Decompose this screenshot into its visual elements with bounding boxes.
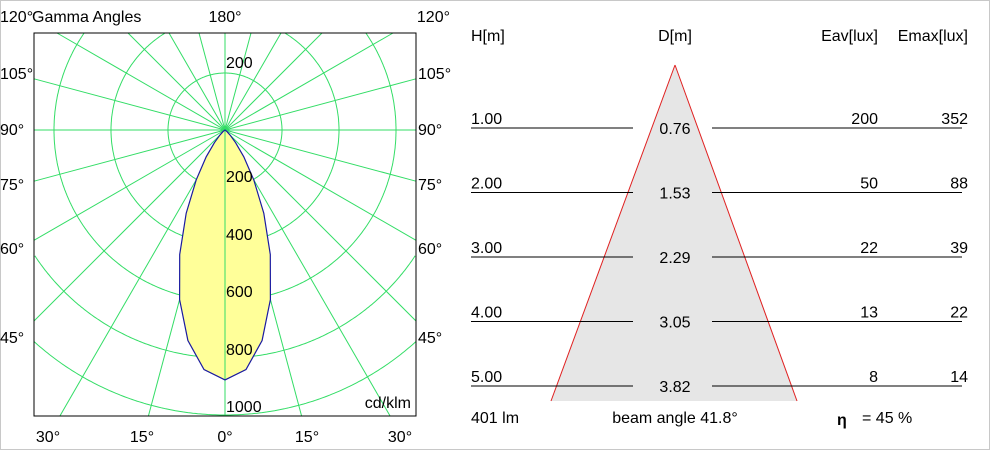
angle-label-left: 90° <box>0 122 24 139</box>
eta-symbol: η <box>837 412 847 429</box>
radial-tick: 400 <box>226 227 253 244</box>
angle-label-left: 75° <box>0 177 24 194</box>
angle-label-right: 45° <box>418 330 442 347</box>
row-eav: 22 <box>860 240 878 257</box>
header-d: D[m] <box>658 28 692 45</box>
grid-spoke <box>33 129 226 182</box>
grid-spoke <box>224 32 323 131</box>
row-eav: 13 <box>860 305 878 322</box>
intensity-curve-group <box>178 33 272 416</box>
grid-spoke <box>224 32 252 131</box>
unit-label: cd/klm <box>365 395 411 412</box>
row-eav: 8 <box>869 369 878 386</box>
grid-spoke <box>224 129 417 182</box>
angle-label-top-right: 120° <box>417 9 450 26</box>
angle-label-bottom: 15° <box>295 429 319 446</box>
grid-ring <box>110 32 340 245</box>
intensity-curve <box>178 129 272 381</box>
radial-tick: 600 <box>226 284 253 301</box>
grid-spoke <box>224 129 417 241</box>
header-emax: Emax[lux] <box>898 28 968 45</box>
angle-label-bottom: 30° <box>388 429 412 446</box>
row-eav: 50 <box>860 176 878 193</box>
row-emax: 88 <box>950 176 968 193</box>
angle-label-right: 90° <box>418 122 442 139</box>
header-eav: Eav[lux] <box>821 28 878 45</box>
angle-label-top-center: 180° <box>208 9 241 26</box>
angle-label-bottom: 0° <box>217 429 232 446</box>
beam-cone-fill <box>551 65 797 401</box>
row-emax: 14 <box>950 369 968 386</box>
grid-spoke <box>168 32 226 131</box>
grid-spoke <box>33 129 226 241</box>
grid-spoke <box>33 129 226 322</box>
radial-tick: 200 <box>226 169 253 186</box>
luminous-flux: 401 lm <box>471 410 519 427</box>
grid-spoke <box>127 32 226 131</box>
row-height: 5.00 <box>471 369 502 386</box>
angle-label-left: 45° <box>0 330 24 347</box>
angle-label-right: 60° <box>418 241 442 258</box>
grid-spoke <box>198 32 226 131</box>
row-emax: 352 <box>941 111 968 128</box>
row-height: 1.00 <box>471 111 502 128</box>
row-diameter: 0.76 <box>659 121 690 138</box>
row-height: 3.00 <box>471 240 502 257</box>
angle-label-left: 105° <box>0 66 33 83</box>
row-diameter: 2.29 <box>659 250 690 267</box>
beam-cone-edge-right <box>674 64 798 402</box>
row-diameter: 1.53 <box>659 186 690 203</box>
beam-cone-edge-left <box>550 64 676 402</box>
row-emax: 22 <box>950 305 968 322</box>
row-diameter: 3.82 <box>659 379 690 396</box>
efficiency: = 45 % <box>862 410 912 427</box>
grid-spoke <box>224 129 417 322</box>
grid-ring <box>53 32 397 302</box>
beam-angle: beam angle 41.8° <box>612 410 738 427</box>
grid-spoke <box>33 78 226 131</box>
angle-label-bottom: 15° <box>130 429 154 446</box>
radial-tick: 1000 <box>226 399 262 416</box>
angle-label-bottom: 30° <box>36 429 60 446</box>
grid-spoke <box>224 32 394 131</box>
row-diameter: 3.05 <box>659 315 690 332</box>
radial-tick-top: 200 <box>226 55 253 72</box>
grid-spoke <box>224 32 282 131</box>
cone-table: H[m] D[m] Eav[lux] Emax[lux] 1.00 0.76 200 352 2… <box>471 28 968 429</box>
radial-tick: 800 <box>226 342 253 359</box>
angle-label-top-left: 120° <box>0 9 33 26</box>
row-eav: 200 <box>851 111 878 128</box>
angle-label-right: 105° <box>418 66 451 83</box>
angle-label-right: 75° <box>418 177 442 194</box>
row-emax: 39 <box>950 240 968 257</box>
row-height: 2.00 <box>471 176 502 193</box>
row-height: 4.00 <box>471 305 502 322</box>
angle-label-left: 60° <box>0 241 24 258</box>
grid-spoke <box>56 32 226 131</box>
polar-labels: 120°Gamma Angles 180° 120°105° 105°90° 90°75… <box>0 9 451 446</box>
chart-title: Gamma Angles <box>32 9 141 26</box>
header-h: H[m] <box>471 28 505 45</box>
grid-spoke <box>224 78 417 131</box>
plot-border <box>33 32 417 417</box>
